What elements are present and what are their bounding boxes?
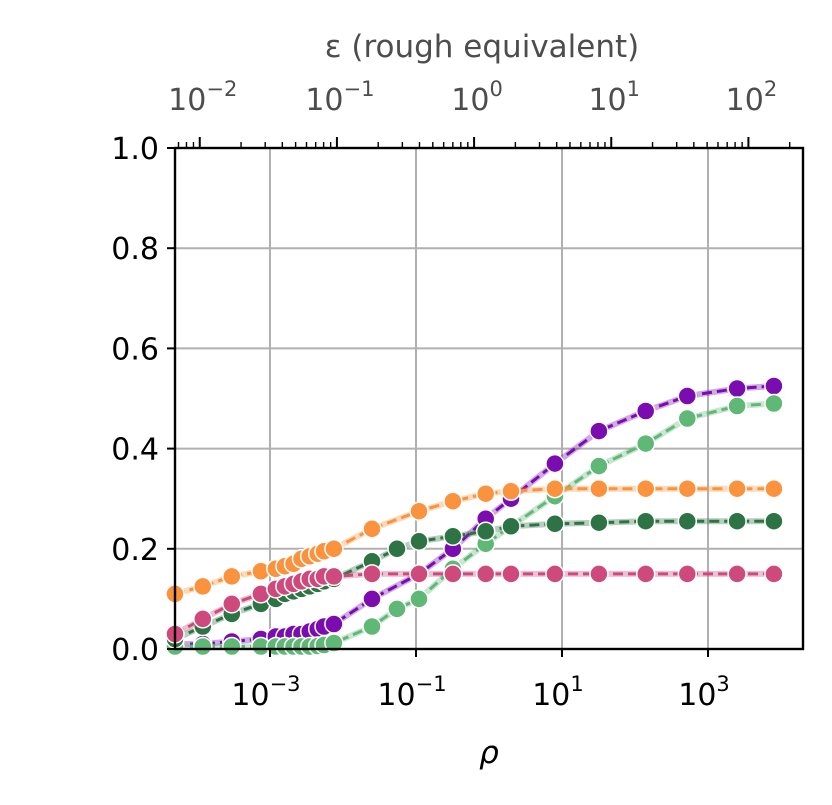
data-point xyxy=(727,478,747,499)
data-point xyxy=(635,564,656,584)
data-point xyxy=(501,481,521,501)
x-tick-label: 10−3 xyxy=(231,672,300,713)
data-point xyxy=(222,636,242,657)
data-point xyxy=(589,512,609,533)
data-point xyxy=(589,456,609,476)
data-point xyxy=(443,564,463,584)
y-tick-label: 0.8 xyxy=(111,232,159,267)
y-tick-label: 1.0 xyxy=(111,132,159,167)
data-point xyxy=(387,539,407,559)
series-5 xyxy=(165,564,784,644)
x-axis-label: ρ xyxy=(479,735,499,771)
data-point xyxy=(635,478,656,499)
left-axis: 0.0 0.2 0.4 0.6 0.8 1.0 xyxy=(111,132,175,668)
data-point xyxy=(222,594,242,614)
y-tick-label: 0.6 xyxy=(111,332,159,367)
data-point xyxy=(764,376,784,396)
top-x-tick-label: 10−1 xyxy=(305,77,374,118)
data-point xyxy=(443,491,463,511)
data-point xyxy=(545,514,565,534)
data-point xyxy=(677,511,698,531)
data-point xyxy=(409,589,429,609)
data-point xyxy=(222,566,242,587)
data-point xyxy=(324,539,344,559)
x-tick-label: 103 xyxy=(678,672,730,713)
data-point xyxy=(727,378,747,399)
data-point xyxy=(635,401,656,421)
plot-frame xyxy=(173,146,805,651)
data-point xyxy=(635,433,656,454)
x-tick-label: 101 xyxy=(532,672,584,713)
top-axis-label: ε (rough equivalent) xyxy=(325,29,640,65)
data-point xyxy=(475,564,496,584)
data-point xyxy=(677,386,698,406)
data-point xyxy=(501,564,521,584)
data-point xyxy=(475,483,496,504)
data-point xyxy=(362,519,382,539)
data-point xyxy=(764,393,784,414)
data-point xyxy=(501,516,521,537)
data-point xyxy=(324,633,344,653)
data-point xyxy=(677,408,698,429)
x-tick-label: 10−1 xyxy=(377,672,446,713)
top-x-tick-label: 100 xyxy=(451,77,503,118)
top-axis: 10−2 10−1 100 101 102 xyxy=(168,77,791,148)
data-point xyxy=(362,564,382,584)
data-point xyxy=(193,636,213,657)
data-point xyxy=(635,511,656,531)
data-point xyxy=(727,396,747,416)
top-x-tick-label: 102 xyxy=(726,77,778,118)
data-point xyxy=(362,589,382,609)
series-layer xyxy=(165,376,784,657)
y-tick-label: 0.4 xyxy=(111,433,159,468)
top-x-tick-label: 101 xyxy=(588,77,640,118)
data-point xyxy=(764,511,784,531)
y-tick-label: 0.2 xyxy=(111,533,159,568)
data-point xyxy=(727,564,747,584)
y-tick-label: 0.0 xyxy=(111,633,159,668)
bottom-axis: 10−3 10−1 101 103 xyxy=(231,649,730,713)
data-point xyxy=(193,576,213,597)
data-point xyxy=(545,564,565,584)
data-point xyxy=(362,616,382,637)
series-3 xyxy=(165,478,784,604)
data-point xyxy=(589,564,609,584)
data-point xyxy=(677,564,698,584)
data-point xyxy=(764,564,784,584)
data-point xyxy=(589,421,609,441)
data-point xyxy=(475,521,496,542)
data-point xyxy=(545,453,565,474)
data-point xyxy=(764,478,784,499)
data-point xyxy=(324,566,344,587)
series-2 xyxy=(165,393,784,657)
data-point xyxy=(409,564,429,584)
data-point xyxy=(677,478,698,499)
data-point xyxy=(324,614,344,634)
data-point xyxy=(443,526,463,547)
data-point xyxy=(545,478,565,499)
top-x-tick-label: 10−2 xyxy=(168,77,237,118)
data-point xyxy=(409,501,429,521)
data-point xyxy=(193,609,213,629)
data-point xyxy=(409,531,429,552)
data-point xyxy=(387,599,407,619)
data-point xyxy=(727,511,747,531)
data-point xyxy=(589,478,609,499)
